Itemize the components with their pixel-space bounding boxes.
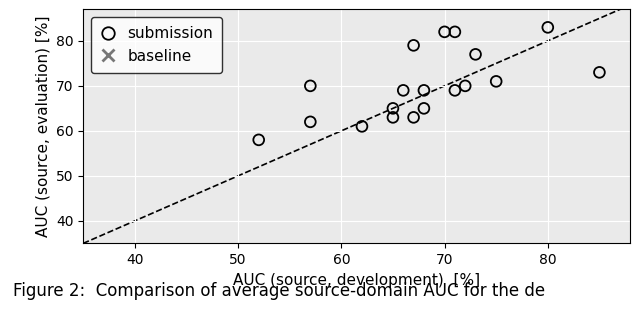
Point bbox=[408, 115, 419, 120]
Point bbox=[253, 137, 264, 142]
Point bbox=[388, 115, 398, 120]
Point bbox=[491, 79, 501, 84]
Point bbox=[305, 119, 316, 124]
Y-axis label: AUC (source, evaluation) [%]: AUC (source, evaluation) [%] bbox=[35, 16, 51, 237]
Text: Figure 2:  Comparison of average source-domain AUC for the de: Figure 2: Comparison of average source-d… bbox=[13, 281, 545, 300]
Legend: submission, baseline: submission, baseline bbox=[91, 17, 223, 73]
Point bbox=[305, 83, 316, 88]
Point bbox=[543, 25, 553, 30]
Point bbox=[440, 29, 450, 34]
Point bbox=[595, 70, 605, 75]
Point bbox=[408, 43, 419, 48]
Point bbox=[388, 106, 398, 111]
Point bbox=[388, 66, 398, 71]
Point bbox=[460, 83, 470, 88]
Point bbox=[357, 124, 367, 129]
Point bbox=[450, 88, 460, 93]
Point bbox=[450, 29, 460, 34]
Point bbox=[398, 88, 408, 93]
X-axis label: AUC (source, development)  [%]: AUC (source, development) [%] bbox=[233, 273, 481, 288]
Point bbox=[419, 88, 429, 93]
Point bbox=[419, 106, 429, 111]
Point bbox=[470, 52, 481, 57]
Point bbox=[408, 43, 419, 48]
